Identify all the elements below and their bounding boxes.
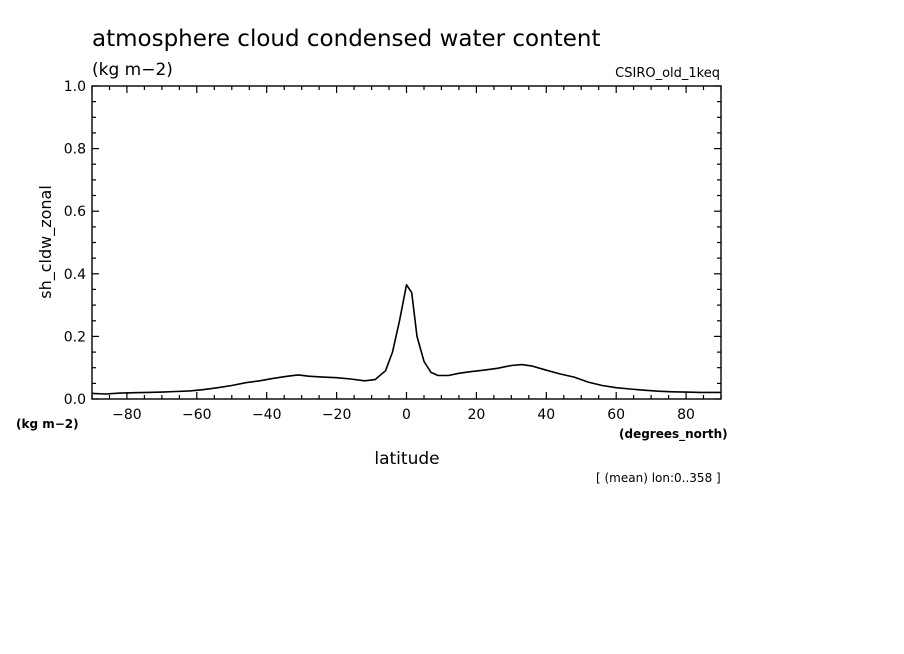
y-tick-label: 0.4 [64,267,86,283]
y-tick-label: 0.6 [64,204,86,220]
x-tick-label: −20 [322,407,352,423]
y-tick-label: 1.0 [64,79,86,95]
plot-frame [91,85,722,400]
x-tick-label: 60 [607,407,625,423]
y-axis-label: sh_cldw_zonal [36,185,56,299]
x-axis-units: (degrees_north) [619,427,728,442]
x-tick-label: −60 [182,407,212,423]
y-tick-label: 0.0 [64,392,86,408]
x-tick-label: 80 [677,407,695,423]
y-tick-label: 0.2 [64,329,86,345]
x-axis-label: latitude [374,449,439,469]
averaging-note: [ (mean) lon:0..358 ] [596,471,721,485]
x-tick-label: −40 [252,407,282,423]
chart-title: atmosphere cloud condensed water content [92,26,600,52]
x-tick-label: 20 [467,407,485,423]
y-axis: 0.0 0.2 0.4 0.6 0.8 1.0 [64,79,721,408]
y-axis-units: (kg m−2) [16,417,79,431]
series-line-sh-cldw-zonal [91,284,721,395]
chart-units: (kg m−2) [92,60,173,80]
model-label: CSIRO_old_1keq [615,66,720,81]
x-tick-label: 0 [402,407,411,423]
x-tick-label: −80 [112,407,142,423]
x-axis: −80 −60 −40 −20 0 20 40 60 80 [91,86,722,423]
x-tick-label: 40 [537,407,555,423]
y-tick-label: 0.8 [64,142,86,158]
